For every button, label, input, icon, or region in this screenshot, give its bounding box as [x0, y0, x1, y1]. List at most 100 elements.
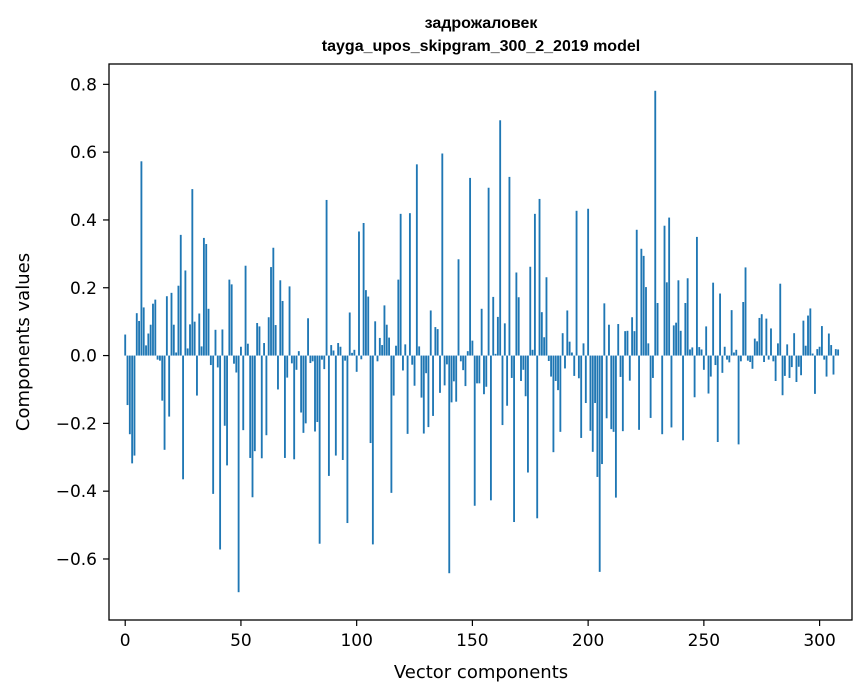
bar — [293, 355, 296, 460]
bar — [309, 355, 312, 364]
x-tick-label: 150 — [456, 631, 488, 651]
bar — [140, 161, 143, 356]
bar — [464, 355, 467, 387]
bar — [763, 355, 765, 362]
bar — [790, 355, 793, 368]
y-tick-label: 0.6 — [70, 143, 97, 163]
bar — [334, 355, 337, 456]
bar — [524, 355, 527, 397]
bar — [124, 334, 127, 356]
bar — [594, 355, 596, 404]
bar — [721, 355, 724, 373]
bar — [601, 355, 603, 465]
bar — [520, 355, 522, 381]
bar — [589, 355, 592, 431]
bar — [531, 349, 534, 356]
bar — [311, 355, 314, 362]
bar — [508, 176, 511, 356]
bar — [209, 355, 212, 366]
bar — [378, 337, 381, 356]
bar — [689, 349, 691, 356]
y-tick-label: −0.4 — [56, 482, 97, 502]
bar — [358, 231, 360, 356]
bar — [198, 313, 201, 356]
bar — [670, 355, 673, 428]
bar — [351, 352, 353, 356]
bar — [161, 355, 164, 401]
bar — [145, 345, 147, 356]
bar — [420, 355, 423, 398]
bar — [742, 302, 745, 356]
bar — [837, 349, 840, 356]
x-axis: 0 50 100 150 200 250 300 — [120, 620, 836, 651]
plot-frame — [108, 63, 853, 621]
bar — [564, 355, 566, 369]
bar — [661, 355, 664, 435]
bar — [344, 355, 347, 361]
bar — [279, 280, 282, 356]
bar — [200, 346, 203, 356]
bar — [728, 355, 731, 363]
bar — [614, 355, 617, 498]
bar — [422, 355, 425, 434]
bar — [478, 355, 481, 384]
bar — [540, 312, 543, 356]
bar — [695, 236, 698, 356]
bar — [617, 324, 620, 356]
bar — [226, 355, 228, 466]
chart-subtitle: tayga_upos_skipgram_300_2_2019 model — [322, 38, 640, 55]
bar — [263, 343, 266, 356]
bar — [242, 355, 245, 431]
bar — [700, 349, 703, 356]
bar — [610, 355, 613, 430]
bar — [603, 303, 606, 356]
bar — [302, 355, 305, 433]
bar — [402, 355, 404, 371]
bar — [446, 355, 448, 365]
bar — [462, 355, 465, 371]
bar — [575, 210, 578, 356]
bar — [189, 324, 191, 356]
bar — [385, 324, 388, 356]
bar — [256, 323, 259, 356]
bar — [270, 267, 272, 356]
bar — [154, 299, 157, 356]
bar — [573, 355, 576, 376]
bar — [230, 284, 233, 356]
bar — [450, 355, 453, 403]
bar — [800, 355, 802, 376]
bar — [774, 355, 777, 381]
bar — [323, 355, 326, 370]
bar — [786, 344, 789, 356]
bar — [726, 355, 728, 360]
bar — [177, 285, 180, 356]
bar — [480, 308, 483, 356]
bar — [675, 322, 678, 356]
bar — [561, 333, 564, 356]
bar — [584, 355, 587, 404]
bar — [487, 187, 490, 356]
bar — [415, 164, 418, 356]
bar — [408, 213, 411, 356]
bar — [767, 355, 770, 360]
bar — [240, 346, 242, 356]
bar — [353, 349, 356, 356]
bar — [374, 321, 377, 356]
bar — [557, 355, 559, 391]
y-axis: −0.6 −0.4 −0.2 0.0 0.2 0.4 0.6 0.8 — [56, 75, 109, 570]
bar — [684, 303, 687, 356]
bar — [362, 223, 365, 356]
x-tick-label: 250 — [688, 631, 720, 651]
bar — [522, 355, 525, 370]
bar — [492, 296, 495, 356]
bar — [265, 355, 268, 436]
bar — [179, 234, 182, 356]
bar — [496, 316, 499, 356]
bar — [686, 278, 689, 356]
bar — [691, 347, 694, 356]
bar — [413, 355, 416, 386]
bar — [654, 90, 657, 356]
bar — [304, 355, 307, 424]
bar — [515, 272, 518, 356]
bar — [314, 355, 316, 432]
